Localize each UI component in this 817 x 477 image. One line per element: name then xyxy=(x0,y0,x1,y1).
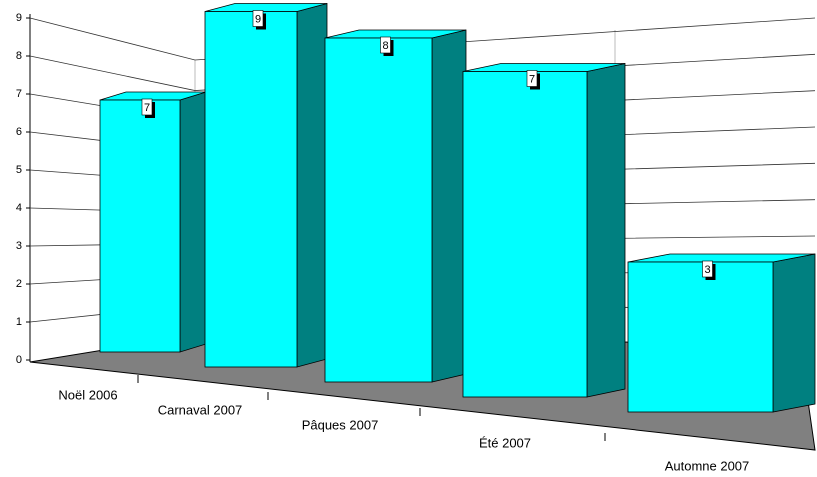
y-tick-label: 9 xyxy=(16,12,22,24)
bar-side xyxy=(586,63,626,398)
value-label-box xyxy=(702,260,713,278)
x-tick-label: Pâques 2007 xyxy=(302,417,379,432)
value-label: 7 xyxy=(529,73,535,85)
bar xyxy=(324,37,433,383)
y-tick-label: 5 xyxy=(16,164,22,176)
value-label-box xyxy=(380,36,391,54)
bar-side xyxy=(179,91,207,353)
y-tick-label: 6 xyxy=(16,126,22,138)
x-tick-label: Été 2007 xyxy=(479,435,531,450)
value-label: 3 xyxy=(704,264,710,276)
bar-side xyxy=(772,253,816,413)
value-label: 9 xyxy=(255,13,261,25)
y-tick-label: 7 xyxy=(16,88,22,100)
x-tick-label: Carnaval 2007 xyxy=(158,402,243,417)
y-tick-label: 3 xyxy=(16,240,22,252)
y-tick-label: 0 xyxy=(16,354,22,366)
labels: Noël 2006 Carnaval 2007 Pâques 2007 Été 200… xyxy=(58,387,749,473)
value-label: 7 xyxy=(144,102,150,114)
bar xyxy=(204,11,298,368)
bar xyxy=(462,71,588,398)
value-label-box xyxy=(526,70,538,87)
x-tick-label: Noël 2006 xyxy=(58,387,117,402)
y-tick-label: 4 xyxy=(16,202,22,214)
y-tick-label: 2 xyxy=(16,278,22,290)
bar-side xyxy=(296,2,328,368)
value-label: 8 xyxy=(382,40,388,52)
grid-line xyxy=(29,17,816,61)
bar xyxy=(627,261,774,413)
y-tick-label: 1 xyxy=(16,316,22,328)
value-label-box xyxy=(252,10,264,27)
bar xyxy=(99,99,181,353)
x-tick-label: Automne 2007 xyxy=(665,458,750,473)
y-tick-label: 8 xyxy=(16,50,22,62)
bars: 7 9 8 7 3 xyxy=(99,2,816,413)
value-label-box xyxy=(141,98,153,116)
bar-side xyxy=(431,29,467,383)
